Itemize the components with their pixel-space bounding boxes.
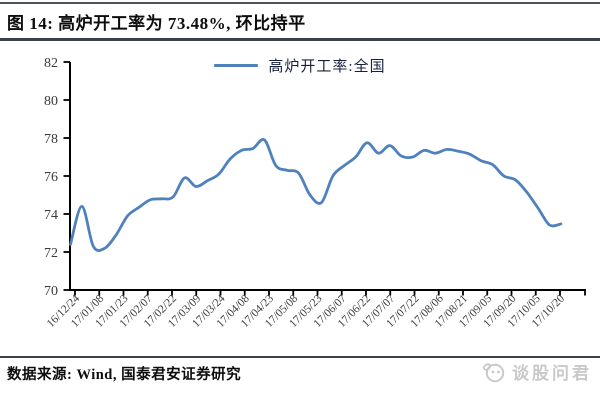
series-line <box>69 138 563 252</box>
legend-line-swatch <box>214 63 259 67</box>
y-tick-label: 76 <box>44 170 58 185</box>
watermark-logo-icon <box>482 362 505 382</box>
footer-divider <box>0 356 600 358</box>
y-tick-label: 72 <box>44 246 58 261</box>
y-tick-label: 82 <box>44 56 58 71</box>
legend-label: 高炉开工率:全国 <box>268 58 386 75</box>
y-tick-label: 74 <box>44 208 58 223</box>
data-source-note: 数据来源: Wind, 国泰君安证券研究 <box>7 367 242 383</box>
watermark-text: 谈股问君 <box>512 364 592 383</box>
figure-title: 图 14: 高炉开工率为 73.48%, 环比持平 <box>7 14 306 33</box>
y-tick-label: 80 <box>44 94 58 109</box>
y-tick-label: 70 <box>44 284 58 299</box>
watermark: 谈股问君 <box>482 359 592 384</box>
top-border <box>0 2 600 4</box>
title-divider <box>0 38 600 41</box>
y-tick-label: 78 <box>44 132 58 147</box>
chart-legend: 高炉开工率:全国 <box>0 55 600 75</box>
